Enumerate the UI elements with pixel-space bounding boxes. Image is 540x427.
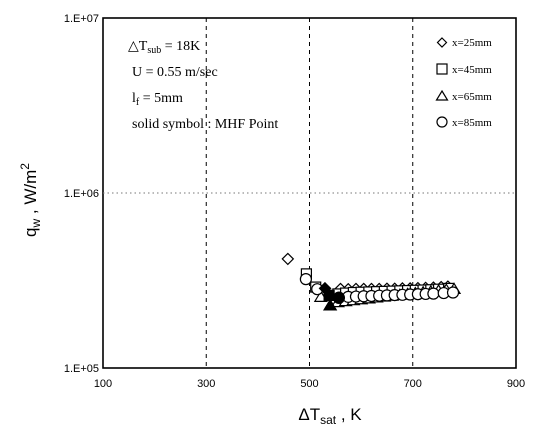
y-axis-title: qw , W/m2 xyxy=(18,163,43,237)
y-tick-labels: 1.E+05 1.E+06 1.E+07 xyxy=(64,13,99,375)
legend-label-x45: x=45mm xyxy=(452,64,492,76)
mhf-point-triangle xyxy=(323,298,338,311)
annotation-block: △Tsub = 18K U = 0.55 m/sec lf = 5mm soli… xyxy=(128,39,278,132)
legend-label-x85: x=85mm xyxy=(452,117,492,129)
x-tick-label: 100 xyxy=(94,378,112,390)
x-tick-label: 500 xyxy=(300,378,318,390)
legend-item-x25: x=25mm xyxy=(436,37,492,49)
data-point-circle xyxy=(427,287,440,300)
solid-x=65mm xyxy=(323,298,338,311)
data-point-circle xyxy=(299,273,312,286)
legend-label-x65: x=65mm xyxy=(452,91,492,103)
annotation-dtsub: △Tsub = 18K xyxy=(128,39,200,56)
annotation-solid-symbol: solid symbol : MHF Point xyxy=(132,117,278,132)
legend-item-x65: x=65mm xyxy=(435,89,492,103)
legend: x=25mm x=45mm x=65mm x=85mm xyxy=(435,37,492,129)
x-tick-label: 700 xyxy=(404,378,422,390)
mhf-point-square xyxy=(323,289,335,301)
x-tick-label: 900 xyxy=(507,378,525,390)
series-x=85mm xyxy=(299,273,460,304)
mhf-point-circle xyxy=(332,291,346,304)
legend-item-x85: x=85mm xyxy=(436,116,492,129)
annotation-length: lf = 5mm xyxy=(132,91,183,108)
triangle-icon xyxy=(435,89,449,101)
diamond-icon xyxy=(436,37,448,48)
legend-label-x25: x=25mm xyxy=(452,37,492,49)
x-tick-labels: 100 300 500 700 900 xyxy=(94,378,525,390)
y-tick-label: 1.E+05 xyxy=(64,363,99,375)
x-axis-title: ΔTsat , K xyxy=(298,405,362,427)
data-point-circle xyxy=(446,286,460,299)
annotation-velocity: U = 0.55 m/sec xyxy=(132,65,218,80)
circle-icon xyxy=(436,116,448,128)
solid-x=45mm xyxy=(323,289,335,301)
x-tick-label: 300 xyxy=(197,378,215,390)
y-tick-label: 1.E+06 xyxy=(64,188,99,200)
data-point-diamond xyxy=(281,252,295,266)
data-points xyxy=(281,252,462,311)
solid-x=85mm xyxy=(332,291,346,304)
square-icon xyxy=(436,63,448,75)
y-tick-label: 1.E+07 xyxy=(64,13,99,25)
grid-lines xyxy=(103,18,516,368)
legend-item-x45: x=45mm xyxy=(436,63,492,76)
